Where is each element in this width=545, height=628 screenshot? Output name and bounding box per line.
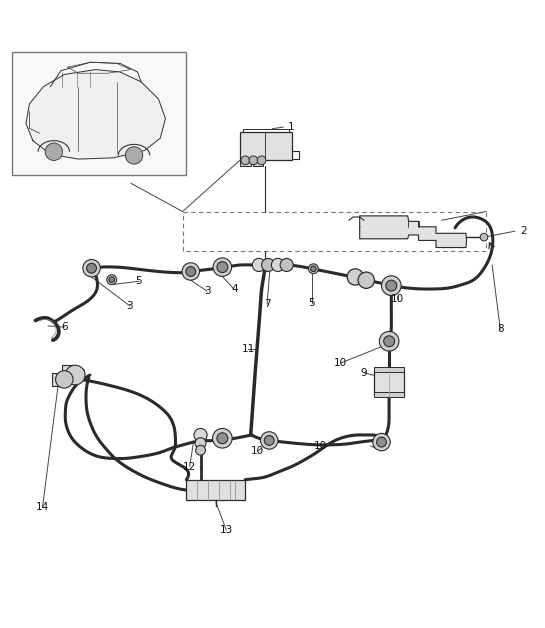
Circle shape (186, 266, 196, 276)
Circle shape (373, 433, 390, 451)
Circle shape (194, 428, 207, 441)
Circle shape (480, 234, 488, 241)
Circle shape (261, 431, 278, 449)
Circle shape (213, 428, 232, 448)
Circle shape (379, 332, 399, 351)
Text: 14: 14 (36, 502, 49, 512)
Circle shape (347, 269, 364, 285)
Text: 10: 10 (251, 447, 264, 457)
Text: 1: 1 (288, 122, 295, 132)
Bar (240, 132, 292, 160)
Text: 6: 6 (61, 322, 68, 332)
Polygon shape (26, 70, 166, 159)
Circle shape (196, 445, 205, 455)
Circle shape (252, 258, 265, 271)
Circle shape (107, 275, 117, 284)
Bar (62, 365, 74, 378)
Bar (253, 158, 263, 166)
Circle shape (358, 272, 374, 288)
Circle shape (280, 258, 293, 271)
Text: 3: 3 (204, 286, 210, 296)
Text: 3: 3 (126, 301, 133, 311)
Circle shape (65, 365, 85, 385)
Circle shape (87, 263, 96, 273)
Circle shape (217, 433, 228, 444)
Bar (52, 373, 64, 386)
Circle shape (249, 156, 258, 165)
Circle shape (264, 436, 274, 445)
Bar (240, 158, 251, 166)
Text: 11: 11 (241, 344, 255, 354)
Text: 5: 5 (308, 298, 315, 308)
Circle shape (257, 156, 266, 165)
Circle shape (125, 147, 143, 164)
Bar (374, 367, 404, 372)
Circle shape (308, 264, 318, 274)
Circle shape (217, 262, 228, 273)
Circle shape (45, 143, 63, 160)
Circle shape (195, 438, 206, 448)
Text: 10: 10 (313, 441, 326, 451)
Circle shape (83, 259, 100, 277)
Text: 10: 10 (334, 358, 347, 368)
Bar (374, 370, 404, 396)
Circle shape (241, 156, 250, 165)
Text: 13: 13 (220, 525, 233, 535)
Circle shape (384, 336, 395, 347)
Text: 2: 2 (520, 226, 526, 236)
Circle shape (109, 277, 114, 283)
Text: 10: 10 (391, 294, 404, 304)
Circle shape (213, 258, 232, 276)
Circle shape (56, 371, 73, 388)
Text: 9: 9 (361, 368, 367, 378)
Text: 4: 4 (231, 284, 238, 295)
Text: 5: 5 (136, 276, 142, 286)
Circle shape (271, 258, 284, 271)
Circle shape (377, 437, 386, 447)
Bar (186, 480, 245, 501)
Circle shape (311, 266, 316, 271)
Bar (12, 52, 186, 175)
Text: 7: 7 (264, 299, 270, 309)
Circle shape (262, 258, 275, 271)
Bar (374, 392, 404, 397)
Polygon shape (360, 216, 467, 247)
Circle shape (386, 280, 397, 291)
Circle shape (382, 276, 401, 295)
Circle shape (182, 263, 199, 280)
Text: 12: 12 (183, 462, 196, 472)
Text: 8: 8 (497, 324, 504, 334)
